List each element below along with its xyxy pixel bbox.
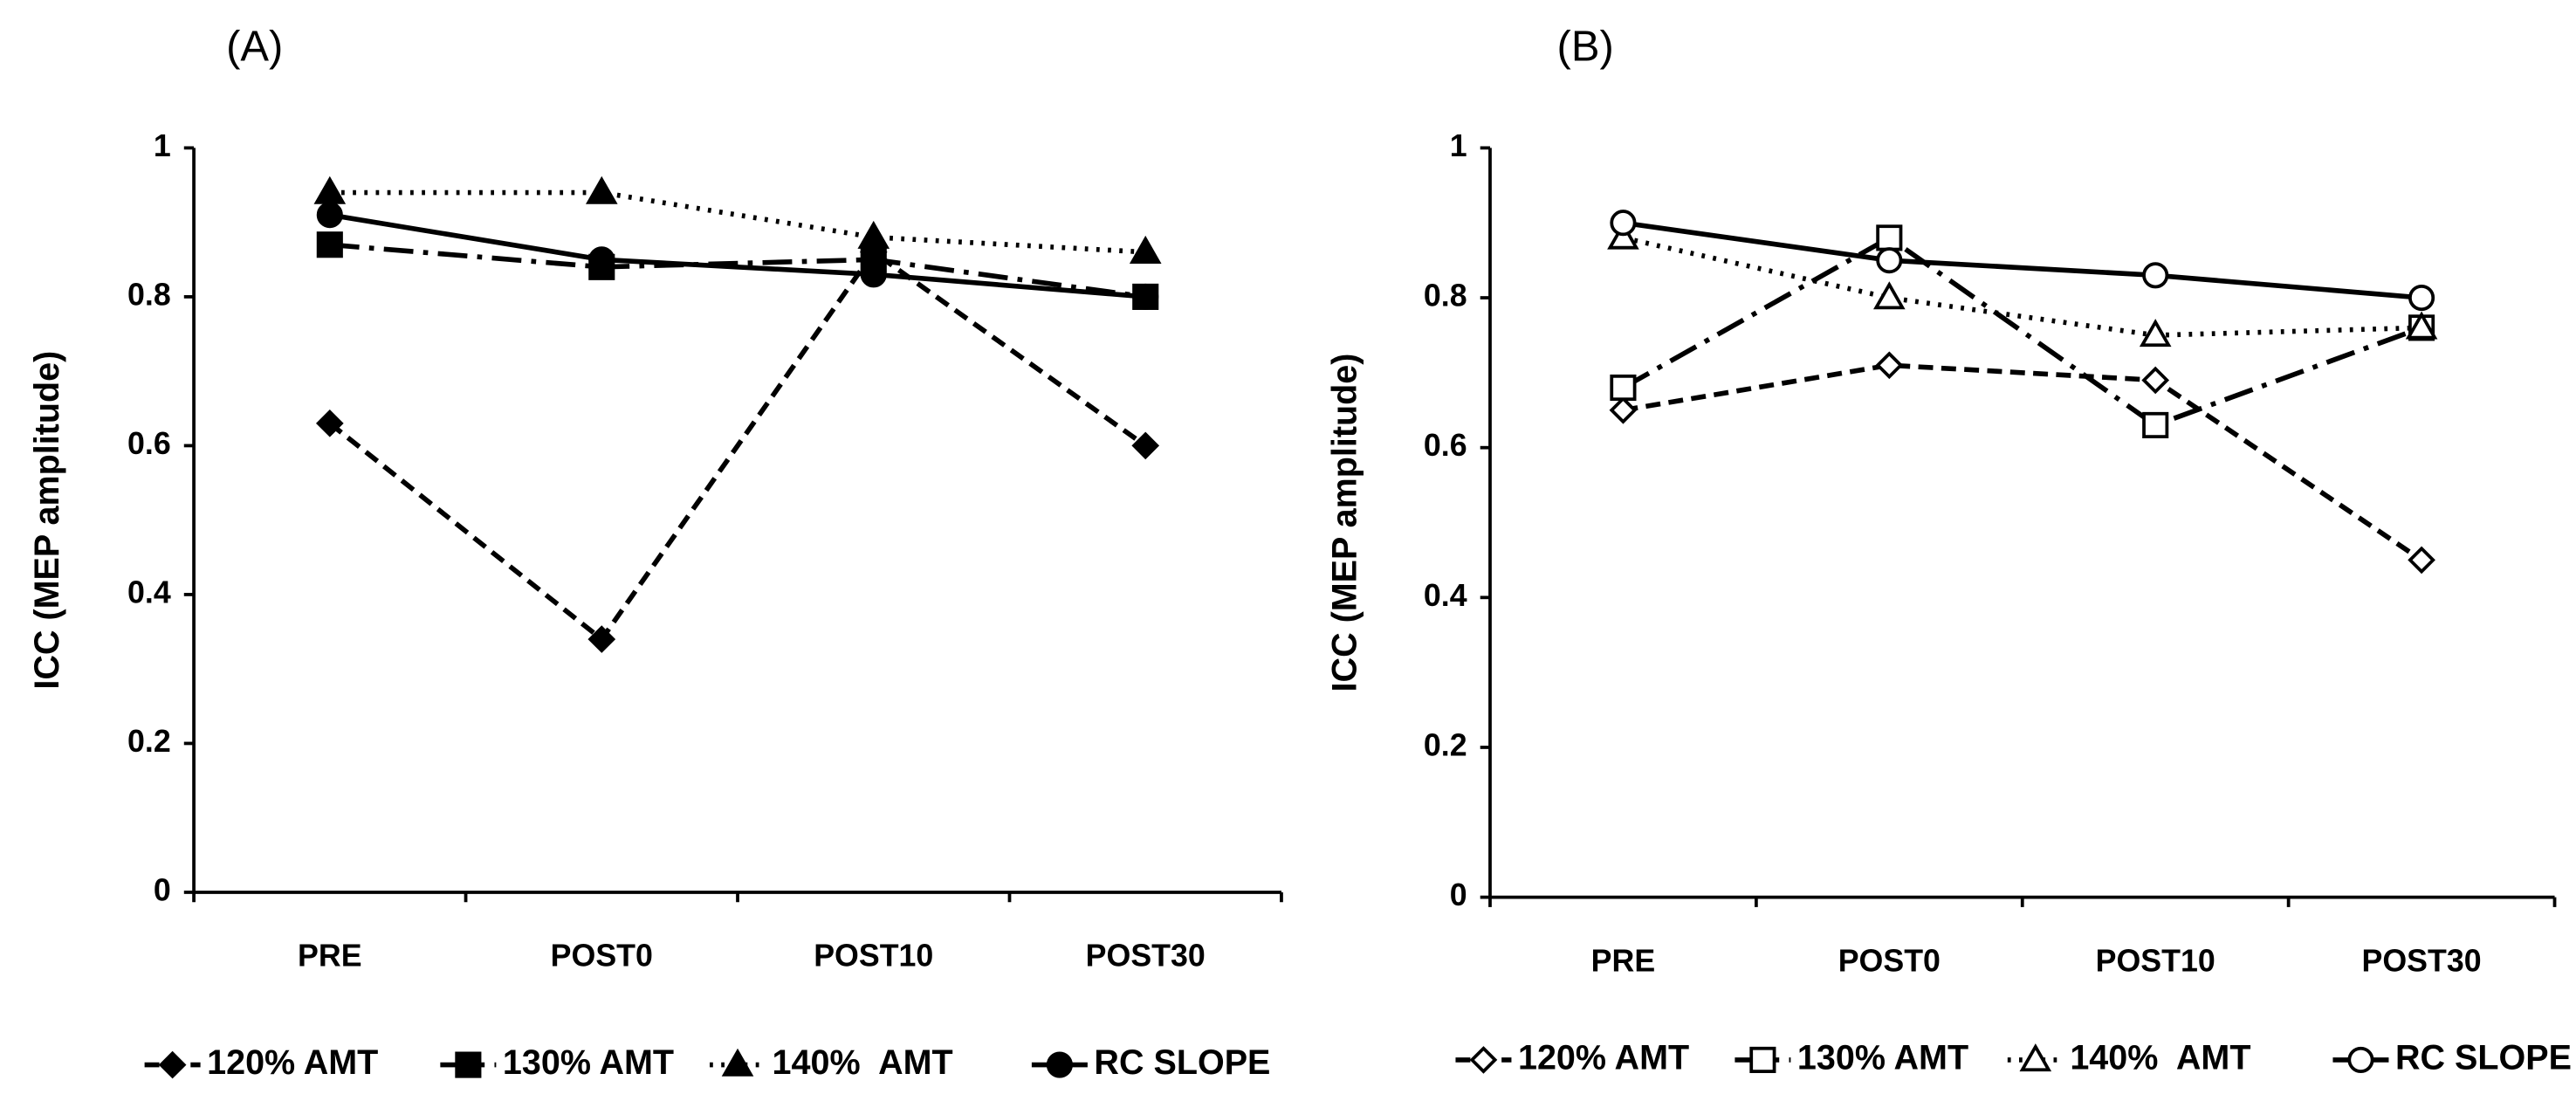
data-point [1876,247,1903,274]
legend-marker [1469,1046,1498,1074]
y-tick-label: 0.8 [127,277,171,312]
legend-marker [1046,1051,1073,1078]
data-point [316,231,343,258]
panel-label: (A) [226,23,283,70]
series-line [1622,235,2423,429]
series-line [329,212,1146,299]
x-tick-label: POST10 [2096,943,2215,978]
y-tick-label: 0 [1450,877,1467,912]
series-line [329,189,1146,255]
data-point [1873,281,1906,310]
data-point [587,625,616,653]
data-point [1610,374,1637,402]
data-point [1610,210,1637,237]
data-point [2142,411,2169,438]
legend-label: RC SLOPE [1094,1043,1270,1082]
legend-label: 130% AMT [503,1043,674,1082]
y-tick-label: 0.4 [127,575,171,609]
data-point [1131,431,1160,460]
y-tick-label: 1 [154,128,171,163]
legend-label: RC SLOPE [2395,1038,2572,1077]
legend-label: 130% AMT [1797,1038,1968,1077]
data-point [1129,235,1162,264]
data-point [1132,283,1159,310]
y-tick-label: 0.6 [127,426,171,461]
y-axis-title: ICC (MEP amplitude) [28,351,66,690]
series-line [1623,220,2422,300]
series-line [328,248,1147,643]
x-tick-label: POST10 [814,939,933,974]
y-tick-label: 0.6 [1424,428,1467,463]
y-axis-title: ICC (MEP amplitude) [1326,354,1364,692]
data-point [2139,319,2172,348]
data-point [1607,221,1639,250]
legend-marker [1749,1046,1776,1073]
data-point [2408,284,2435,312]
legend-label: 140% AMT [2070,1038,2250,1077]
legend-marker [455,1051,482,1078]
data-point [2142,262,2169,289]
data-point [1609,396,1638,424]
legend-label: 140% AMT [773,1043,953,1082]
data-point [857,220,890,249]
data-point [588,246,615,273]
y-tick-label: 0 [154,872,171,907]
series-line [329,242,1146,299]
x-tick-label: POST30 [1086,939,1206,974]
panel-label: (B) [1557,23,1614,70]
legend-label: 120% AMT [207,1043,378,1082]
y-tick-label: 0.4 [1424,578,1467,613]
x-tick-label: POST30 [2362,943,2482,978]
series-line [1622,362,2423,562]
data-point [1875,351,1904,380]
legend-marker [2347,1046,2374,1073]
x-tick-label: POST0 [1838,943,1941,978]
x-tick-label: POST0 [551,939,653,974]
legend-label: 120% AMT [1518,1038,1689,1077]
data-point [585,175,618,204]
legend-marker [158,1050,187,1079]
data-point [2141,366,2170,395]
x-tick-label: PRE [1591,943,1656,978]
y-tick-label: 1 [1450,128,1467,163]
y-tick-label: 0.2 [1424,727,1467,762]
data-point [2405,311,2438,340]
legend-marker [721,1048,754,1077]
legend-marker [2019,1043,2052,1072]
data-point [1876,224,1903,251]
data-point [860,261,887,288]
data-point [2408,546,2435,575]
data-point [316,202,343,229]
y-tick-label: 0.2 [127,724,171,759]
y-tick-label: 0.8 [1424,278,1467,313]
data-point [313,175,347,204]
x-tick-label: PRE [298,939,362,974]
data-point [315,409,344,437]
